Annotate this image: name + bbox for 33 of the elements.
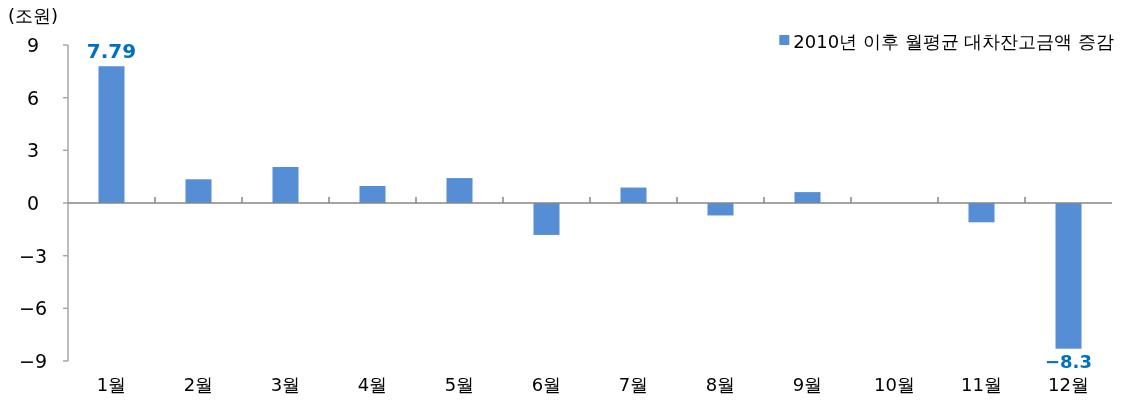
- bar: [98, 66, 125, 203]
- bar: [185, 179, 212, 203]
- x-tick-label: 6월: [531, 374, 562, 395]
- x-tick-label: 3월: [270, 374, 301, 395]
- x-tick-label: 12월: [1048, 374, 1089, 395]
- bar: [1055, 203, 1082, 349]
- x-tick-label: 9월: [792, 374, 823, 395]
- x-tick-label: 4월: [357, 374, 388, 395]
- bar: [533, 203, 560, 235]
- x-tick-label: 1월: [96, 374, 127, 395]
- bar: [620, 187, 647, 203]
- data-label: 7.79: [86, 39, 137, 64]
- x-tick-label: 11월: [961, 374, 1002, 395]
- y-tick-label: −9: [18, 350, 48, 372]
- x-tick-label: 8월: [705, 374, 736, 395]
- data-label: −8.3: [1045, 350, 1092, 372]
- bar: [272, 167, 299, 203]
- y-tick-label: 0: [26, 192, 40, 214]
- x-tick-label: 2월: [183, 374, 214, 395]
- x-tick-label: 7월: [618, 374, 649, 395]
- y-axis-title: (조원): [7, 5, 59, 26]
- x-tick-label: 10월: [874, 374, 915, 395]
- legend-label: 2010년 이후 월평균 대차잔고금액 증감: [793, 31, 1114, 52]
- y-tick-label: −3: [18, 244, 48, 267]
- bar: [968, 203, 995, 223]
- bar: [359, 185, 386, 203]
- y-tick-label: 6: [26, 86, 40, 109]
- y-tick-label: 9: [26, 34, 40, 56]
- y-tick-label: −6: [18, 297, 48, 320]
- y-tick-label: 3: [26, 139, 40, 162]
- bar: [794, 192, 821, 203]
- bar: [446, 178, 473, 203]
- x-tick-label: 5월: [444, 374, 475, 395]
